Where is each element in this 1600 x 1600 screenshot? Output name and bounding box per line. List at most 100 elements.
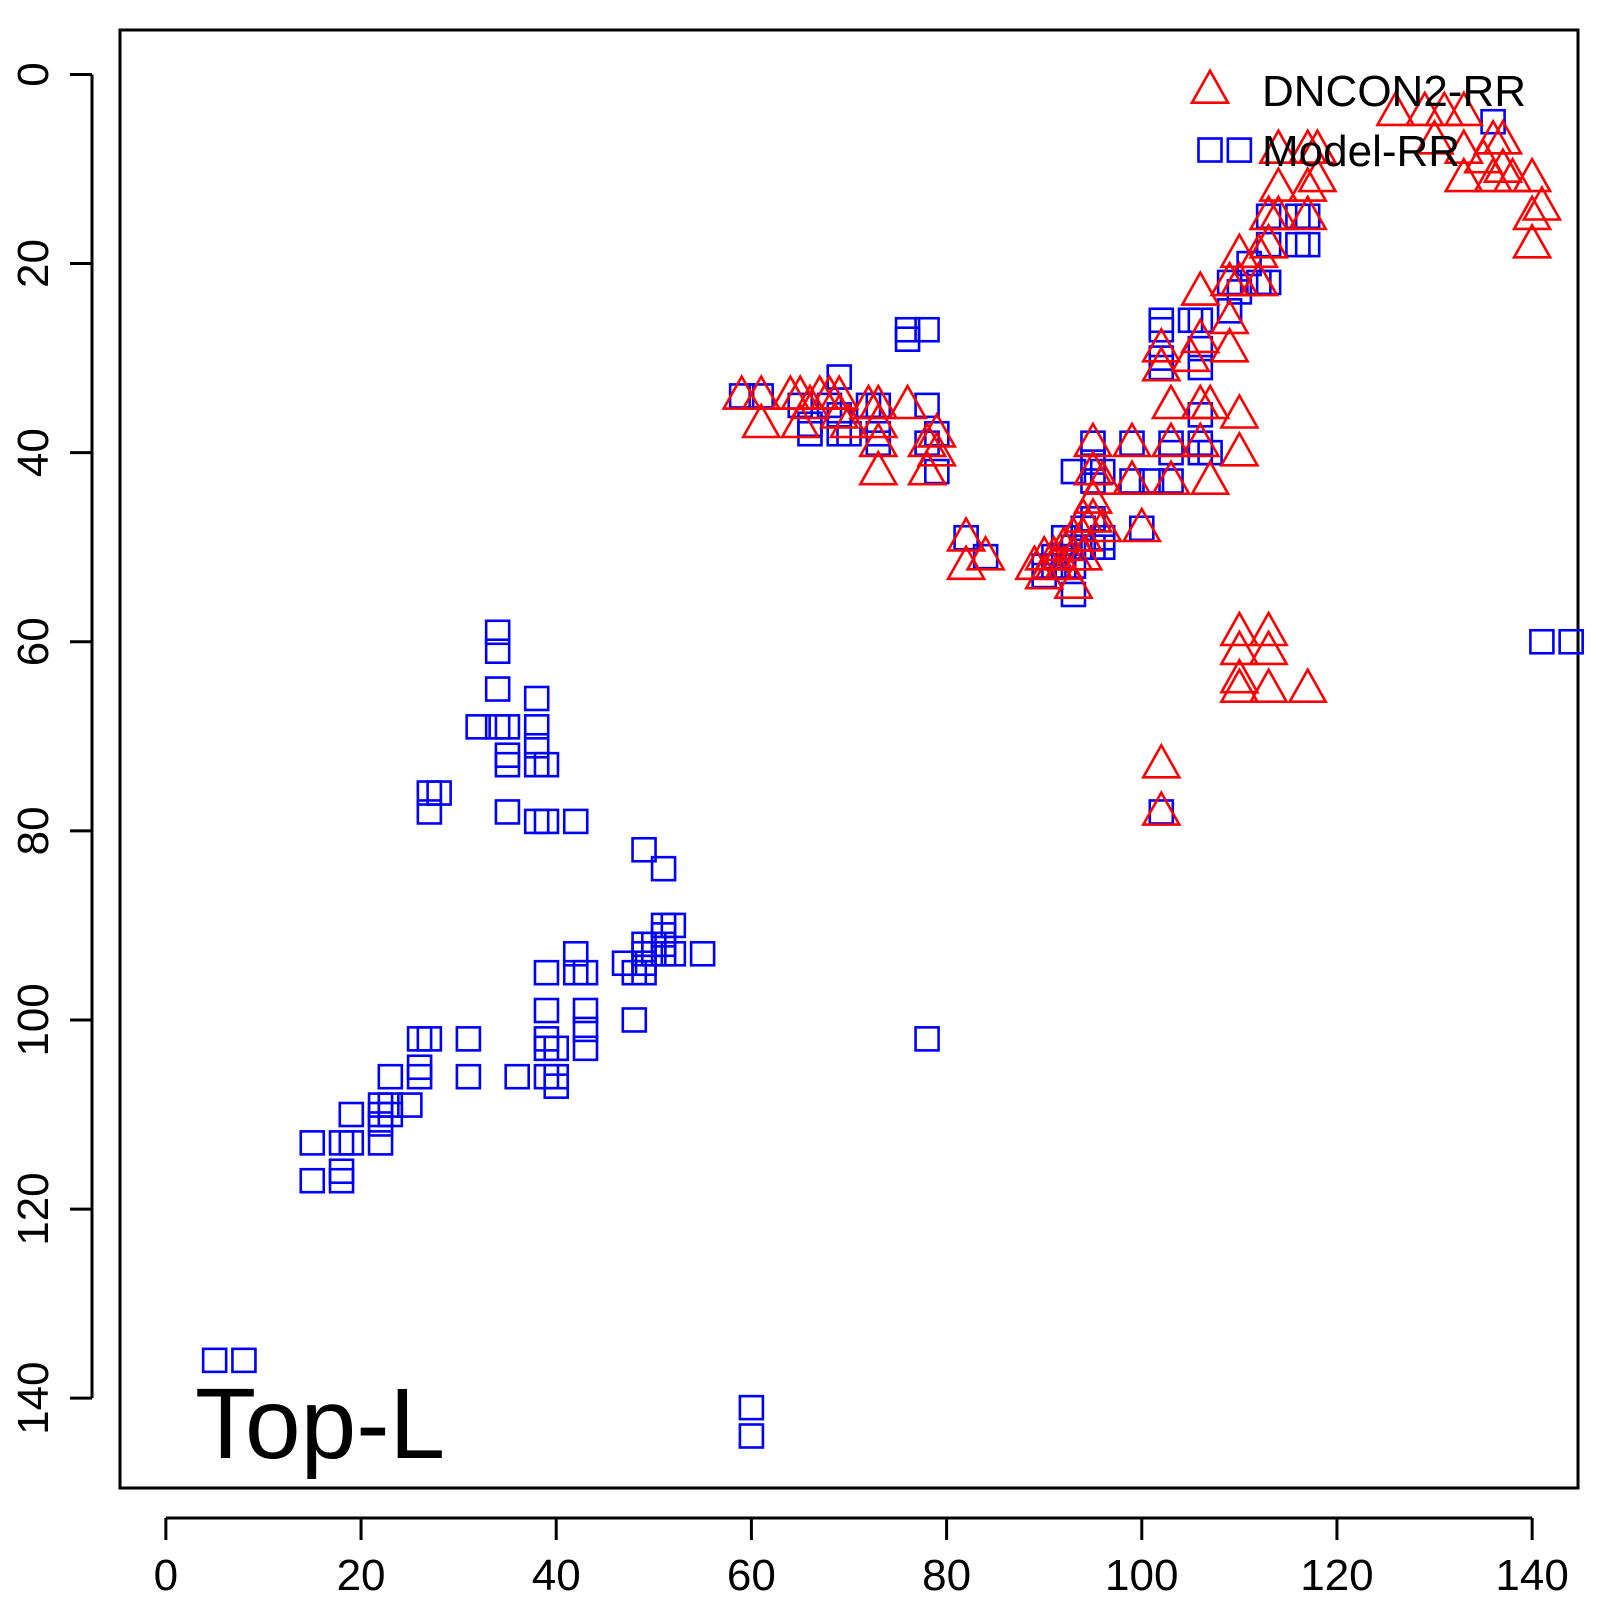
model-rr-point bbox=[621, 1007, 648, 1033]
model-rr-point bbox=[416, 799, 443, 825]
y-tick-label: 0 bbox=[9, 62, 58, 86]
model-rr-point bbox=[836, 420, 862, 447]
dncon2-rr-point bbox=[1072, 496, 1114, 533]
dncon2-rr-point bbox=[916, 430, 958, 467]
dncon2-rr-point bbox=[1248, 667, 1289, 704]
dncon2-rr-point bbox=[1424, 90, 1465, 127]
dncon2-rr-point bbox=[858, 383, 899, 420]
dncon2-rr-point bbox=[1180, 269, 1221, 306]
dncon2-rr-point bbox=[1209, 326, 1250, 363]
dncon2-rr-point bbox=[1443, 156, 1485, 193]
dncon2-rr-point bbox=[1375, 90, 1416, 127]
model-rr-point bbox=[1187, 335, 1214, 362]
top-l-annotation: Top-L bbox=[195, 1368, 445, 1480]
x-tick-label: 20 bbox=[337, 1551, 386, 1600]
model-rr-point bbox=[494, 751, 521, 778]
dncon2-rr-point bbox=[906, 421, 948, 458]
dncon2-rr-point bbox=[1287, 194, 1328, 231]
model-rr-point bbox=[299, 1167, 326, 1194]
dncon2-rr-point bbox=[1219, 232, 1260, 269]
dncon2-rr-point bbox=[740, 373, 782, 410]
dncon2-rr-point bbox=[858, 421, 899, 458]
dncon2-rr-point bbox=[1521, 184, 1563, 221]
dncon2-rr-point bbox=[1180, 317, 1221, 354]
dncon2-rr-point bbox=[1141, 742, 1182, 779]
dncon2-rr-point bbox=[858, 449, 899, 486]
dncon2-rr-point bbox=[1062, 534, 1104, 571]
y-tick-label: 80 bbox=[9, 806, 58, 855]
legend-square-icon bbox=[1197, 137, 1223, 163]
dncon2-rr-point bbox=[1219, 260, 1260, 297]
dncon2-rr-point bbox=[1482, 118, 1524, 155]
dncon2-rr-point bbox=[945, 544, 987, 581]
dncon2-rr-point bbox=[1141, 345, 1182, 382]
x-tick-label: 140 bbox=[1495, 1551, 1568, 1600]
model-rr-point bbox=[562, 808, 589, 835]
model-rr-point bbox=[650, 855, 677, 882]
dncon2-rr-point bbox=[1014, 544, 1055, 581]
model-rr-point bbox=[523, 685, 550, 712]
y-tick-label: 20 bbox=[9, 239, 58, 288]
model-rr-point bbox=[484, 676, 511, 702]
x-tick-label: 80 bbox=[922, 1551, 971, 1600]
dncon2-rr-point bbox=[1043, 544, 1084, 581]
x-tick-label: 0 bbox=[154, 1551, 178, 1600]
model-rr-point bbox=[338, 1130, 365, 1156]
legend: DNCON2-RR Model-RR bbox=[1189, 67, 1526, 176]
model-rr-point bbox=[1226, 137, 1253, 163]
model-rr-point bbox=[1060, 581, 1087, 608]
dncon2-rr-point bbox=[779, 402, 821, 439]
model-rr-point bbox=[426, 780, 452, 806]
dncon2-rr-point bbox=[1150, 383, 1192, 420]
legend-label: DNCON2-RR bbox=[1262, 67, 1526, 116]
dncon2-rr-point bbox=[1248, 629, 1289, 666]
model-rr-point bbox=[631, 959, 657, 986]
model-rr-point bbox=[455, 1063, 482, 1090]
model-rr-point bbox=[1529, 628, 1555, 655]
dncon2-rr-point bbox=[779, 373, 821, 410]
y-tick-label: 60 bbox=[9, 617, 58, 666]
dncon2-rr-point bbox=[1287, 165, 1328, 202]
dncon2-rr-point bbox=[1238, 260, 1280, 297]
model-rr-point bbox=[367, 1111, 394, 1137]
model-rr-point bbox=[1148, 316, 1175, 343]
dncon2-rr-point bbox=[740, 402, 782, 439]
model-rr-point bbox=[1089, 534, 1116, 561]
dncon2-rr-point bbox=[1053, 563, 1094, 600]
model-rr-point bbox=[523, 732, 550, 759]
dncon2-rr-point bbox=[1121, 506, 1163, 543]
model-rr-point bbox=[914, 316, 940, 343]
dncon2-rr-point bbox=[1072, 449, 1114, 486]
model-rr-point bbox=[572, 997, 599, 1024]
dncon2-rr-point bbox=[1219, 610, 1260, 647]
y-tick-label: 100 bbox=[9, 983, 58, 1056]
dncon2-rr-point bbox=[1238, 232, 1280, 269]
dncon2-rr-point bbox=[1082, 506, 1123, 543]
dncon2-rr-point bbox=[1082, 459, 1123, 496]
dncon2-rr-point bbox=[789, 383, 831, 420]
model-rr-point bbox=[738, 1394, 765, 1421]
model-rr-point bbox=[201, 1347, 228, 1374]
dncon2-rr-point bbox=[1258, 194, 1299, 231]
model-rr-point bbox=[894, 326, 921, 352]
dncon2-rr-point bbox=[1180, 421, 1221, 458]
y-tick-label: 40 bbox=[9, 428, 58, 477]
series-dncon2-rr bbox=[721, 90, 1563, 826]
model-rr-point bbox=[504, 1063, 530, 1090]
model-rr-point bbox=[1060, 458, 1087, 485]
model-rr-point bbox=[484, 638, 511, 665]
x-tick-label: 40 bbox=[532, 1551, 581, 1600]
model-rr-point bbox=[543, 1073, 570, 1099]
model-rr-point bbox=[826, 364, 853, 390]
model-rr-point bbox=[572, 959, 599, 986]
model-rr-point bbox=[543, 1035, 570, 1062]
legend-label: Model-RR bbox=[1262, 127, 1460, 176]
dncon2-rr-point bbox=[1492, 156, 1533, 193]
model-rr-point bbox=[611, 950, 638, 977]
model-rr-point bbox=[660, 912, 687, 939]
model-rr-point bbox=[738, 1423, 765, 1449]
dncon2-rr-point bbox=[1141, 789, 1182, 826]
x-tick-label: 60 bbox=[727, 1551, 776, 1600]
dncon2-rr-point bbox=[1150, 459, 1192, 496]
